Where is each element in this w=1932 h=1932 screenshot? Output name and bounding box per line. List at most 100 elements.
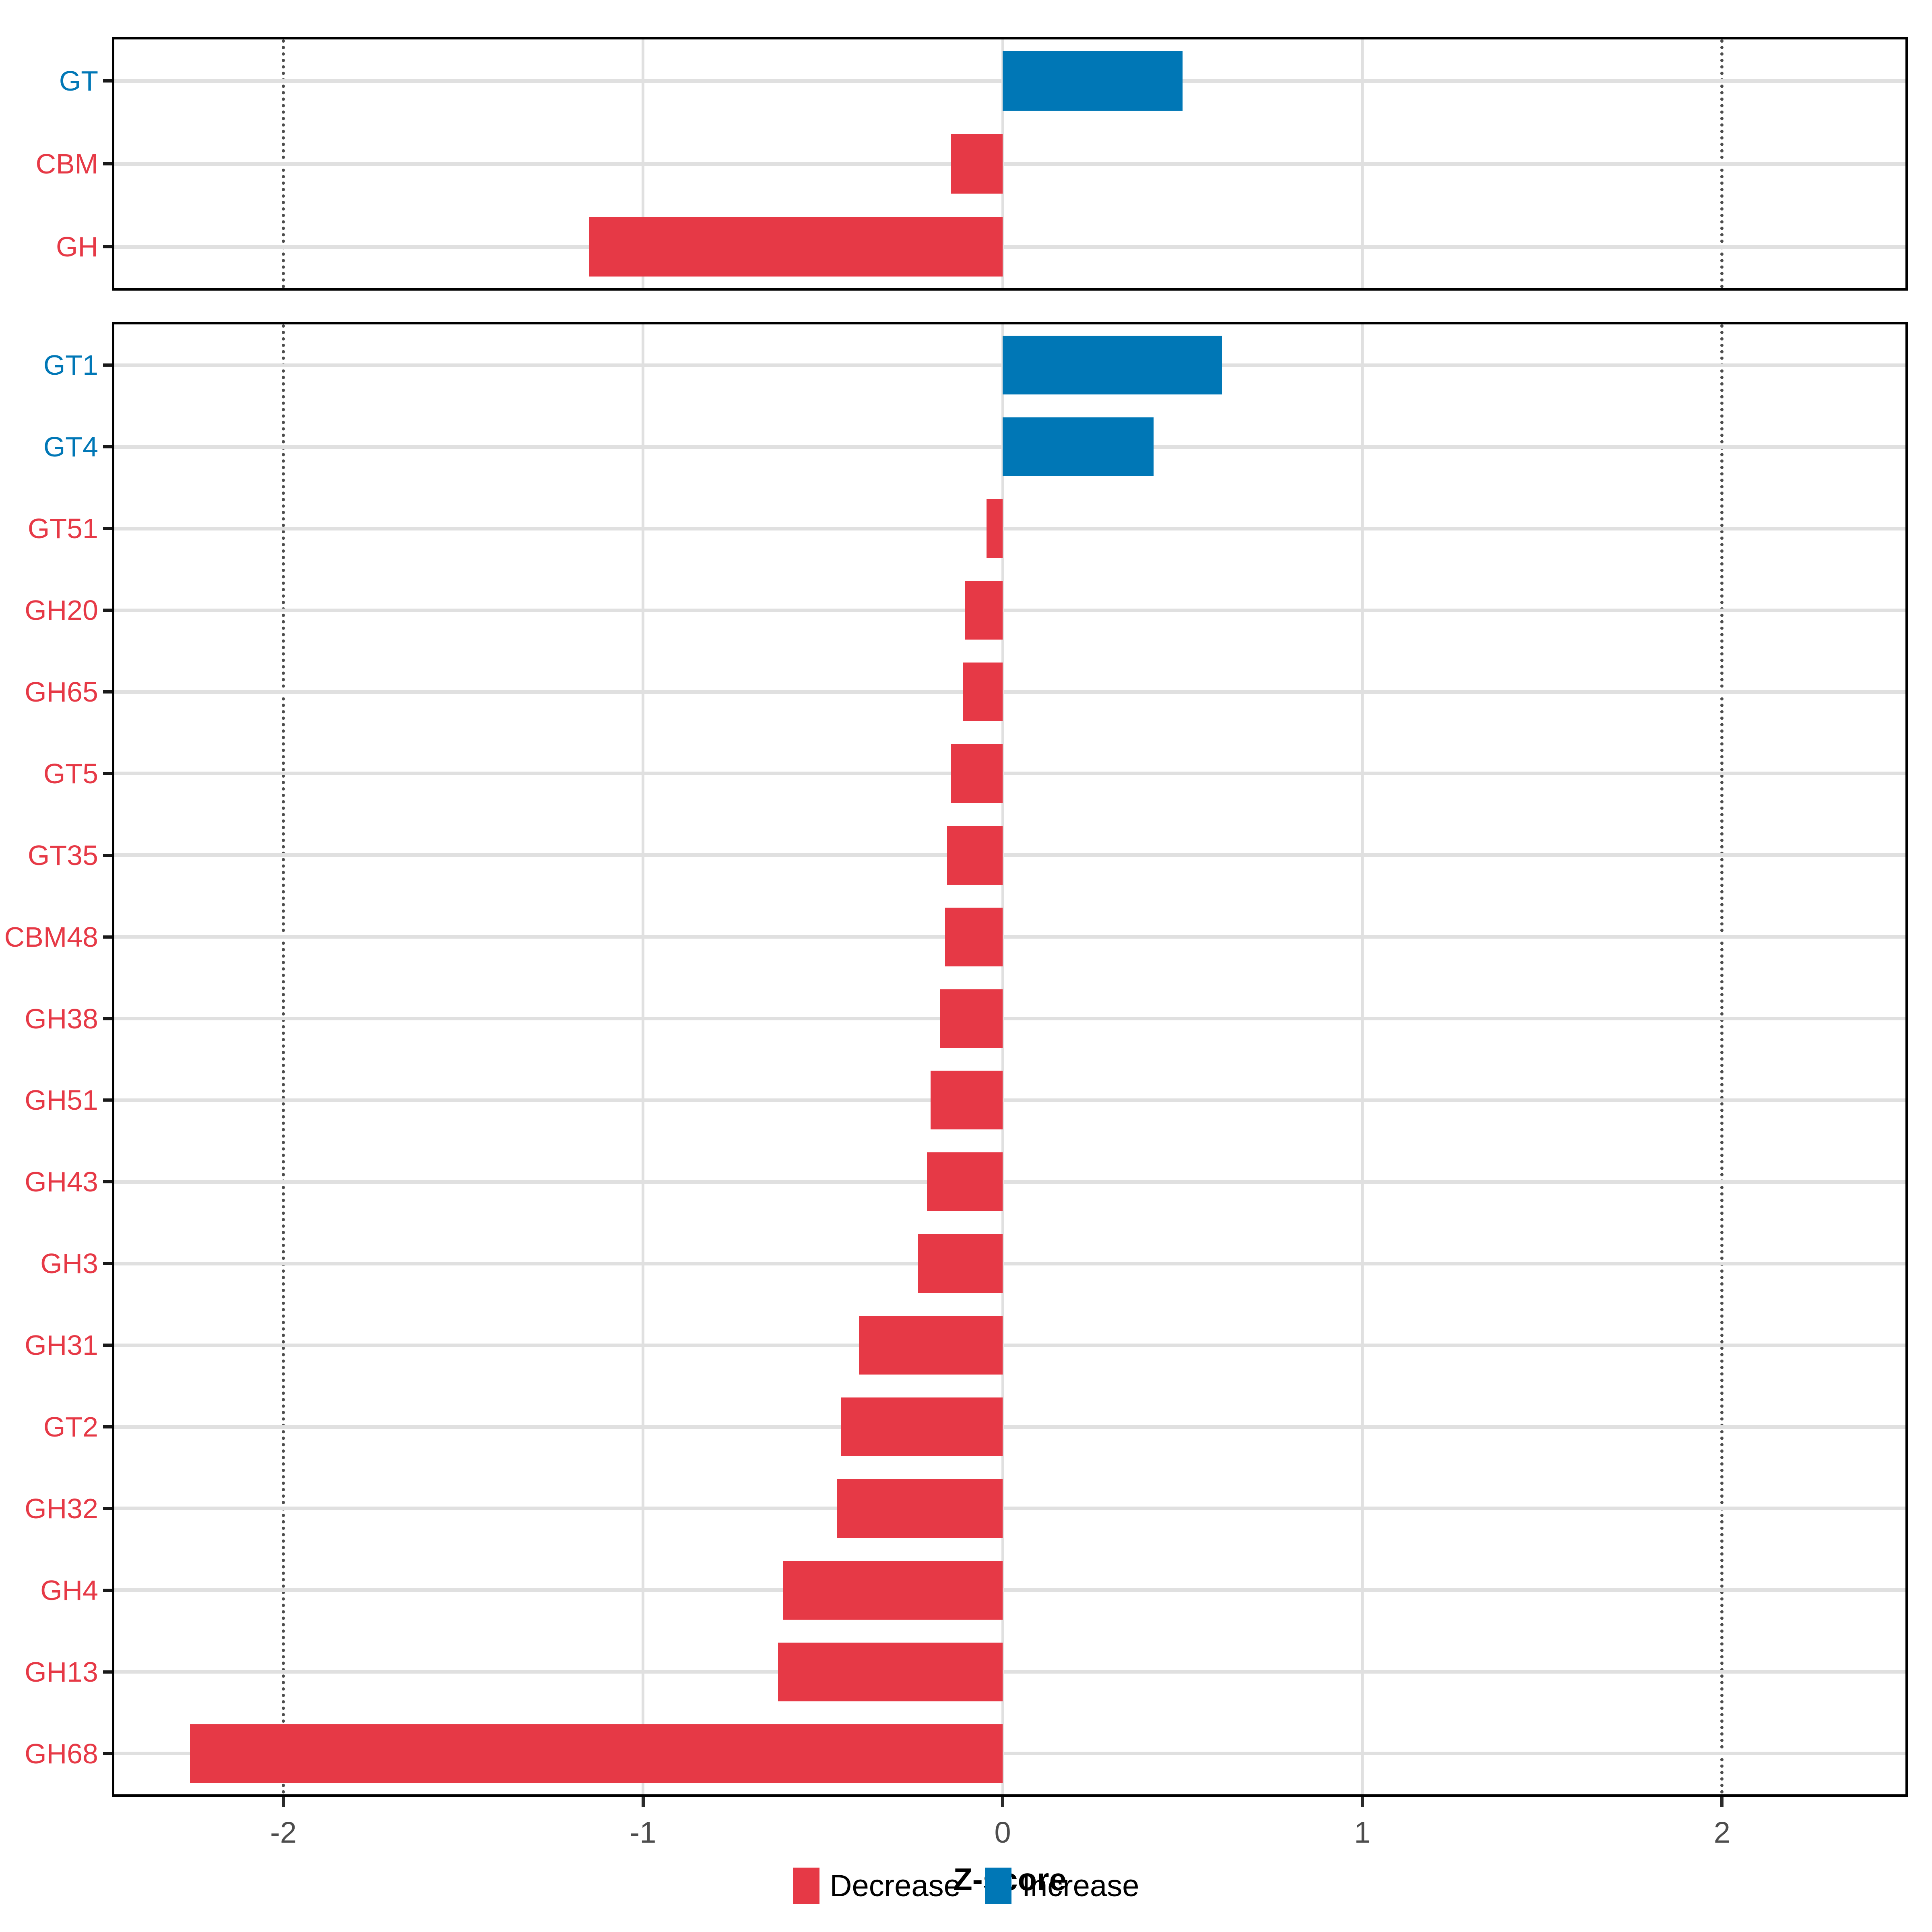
y-tick-GH38 — [103, 1017, 112, 1020]
bar-GT2 — [841, 1397, 1003, 1457]
bar-GH32 — [837, 1479, 1003, 1538]
y-tick-GH43 — [103, 1180, 112, 1184]
bar-GH43 — [927, 1152, 1003, 1212]
y-axis-label-GH68: GH68 — [25, 1738, 98, 1769]
gridline-y-GT5 — [114, 772, 1905, 776]
gridline-y-GH3 — [114, 1261, 1905, 1265]
chart-panel-family-level — [112, 322, 1908, 1797]
gridline-y-CBM — [114, 162, 1905, 166]
y-tick-CBM48 — [103, 935, 112, 939]
y-axis-label-GT5: GT5 — [43, 758, 98, 789]
bar-GH65 — [963, 662, 1003, 722]
legend-label-increase: Increase — [1022, 1868, 1139, 1903]
y-axis-label-GH: GH — [56, 231, 98, 262]
y-tick-GH32 — [103, 1507, 112, 1510]
bar-GH20 — [965, 581, 1003, 640]
x-tick-label--1: -1 — [630, 1816, 656, 1849]
y-tick-GH68 — [103, 1752, 112, 1755]
gridline-y-GT2 — [114, 1425, 1905, 1429]
bar-GT1 — [1003, 336, 1222, 395]
y-axis-label-GH38: GH38 — [25, 1003, 98, 1034]
y-tick-GT1 — [103, 363, 112, 367]
y-axis-label-GH13: GH13 — [25, 1656, 98, 1688]
bar-GH3 — [918, 1234, 1003, 1293]
gridline-x--1 — [642, 324, 645, 1794]
y-axis-label-GH32: GH32 — [25, 1492, 98, 1524]
bar-CBM48 — [945, 907, 1003, 966]
bar-GT4 — [1003, 417, 1154, 477]
gridline-y-GH31 — [114, 1343, 1905, 1347]
chart-legend: Decrease Increase — [0, 1868, 1932, 1904]
y-tick-GH4 — [103, 1588, 112, 1592]
y-axis-label-GT51: GT51 — [27, 513, 98, 545]
x-tick-mark-2 — [1720, 1797, 1724, 1807]
x-tick-label--2: -2 — [270, 1816, 297, 1849]
legend-label-decrease: Decrease — [830, 1868, 961, 1903]
bar-GH13 — [778, 1642, 1003, 1701]
y-axis-label-CBM: CBM — [35, 148, 98, 180]
bar-GH4 — [783, 1560, 1003, 1620]
bar-GH — [589, 217, 1003, 277]
y-tick-GH3 — [103, 1262, 112, 1265]
y-tick-GT35 — [103, 853, 112, 857]
y-axis-label-GH43: GH43 — [25, 1166, 98, 1198]
x-tick-label-1: 1 — [1354, 1816, 1371, 1849]
x-tick-label-0: 0 — [994, 1816, 1011, 1849]
y-tick-GH51 — [103, 1098, 112, 1102]
x-tick-mark-1 — [1360, 1797, 1364, 1807]
gridline-y-GH13 — [114, 1670, 1905, 1674]
y-axis-label-GH31: GH31 — [25, 1329, 98, 1361]
gridline-y-GH4 — [114, 1588, 1905, 1592]
y-axis-label-GT35: GT35 — [27, 839, 98, 871]
y-tick-GT — [103, 79, 112, 83]
gridline-y-CBM48 — [114, 935, 1905, 939]
x-tick-mark--2 — [281, 1797, 285, 1807]
gridline-x-0 — [1001, 324, 1004, 1794]
y-axis-label-GH20: GH20 — [25, 594, 98, 626]
gridline-y-GH51 — [114, 1098, 1905, 1102]
y-axis-label-GT2: GT2 — [43, 1411, 98, 1443]
y-tick-GT4 — [103, 445, 112, 449]
bar-GH38 — [939, 989, 1003, 1048]
y-tick-GH31 — [103, 1344, 112, 1347]
bar-GH31 — [859, 1316, 1003, 1375]
y-axis-label-GT1: GT1 — [43, 349, 98, 381]
gridline-y-GH38 — [114, 1017, 1905, 1021]
bar-GT35 — [947, 826, 1003, 885]
gridline-y-GH20 — [114, 608, 1905, 612]
legend-swatch-increase — [985, 1868, 1011, 1904]
gridline-y-GH68 — [114, 1752, 1905, 1756]
x-tick-label-2: 2 — [1713, 1816, 1730, 1849]
bar-GH68 — [190, 1724, 1003, 1783]
legend-swatch-decrease — [793, 1868, 819, 1904]
bar-GT — [1003, 51, 1183, 111]
y-axis-label-CBM48: CBM48 — [4, 921, 98, 953]
legend-item-increase: Increase — [985, 1868, 1139, 1904]
y-tick-GH — [103, 245, 112, 248]
y-tick-GT5 — [103, 772, 112, 775]
gridline-x-1 — [1361, 324, 1364, 1794]
y-tick-GH20 — [103, 609, 112, 612]
y-tick-CBM — [103, 162, 112, 165]
bar-GH51 — [931, 1071, 1003, 1130]
y-axis-label-GH51: GH51 — [25, 1084, 98, 1116]
y-axis-label-GH65: GH65 — [25, 676, 98, 708]
gridline-y-GH32 — [114, 1507, 1905, 1511]
y-axis-label-GH3: GH3 — [40, 1248, 98, 1280]
x-tick-mark-0 — [1001, 1797, 1005, 1807]
gridline-x--2 — [281, 324, 285, 1794]
plot-area-bottom — [114, 324, 1905, 1794]
chart-panel-class-level — [112, 37, 1908, 291]
bar-CBM — [950, 134, 1003, 194]
gridline-y-GT51 — [114, 526, 1905, 530]
y-tick-GH65 — [103, 690, 112, 694]
y-tick-GH13 — [103, 1670, 112, 1674]
gridline-y-GH43 — [114, 1180, 1905, 1184]
y-axis-label-GH4: GH4 — [40, 1574, 98, 1606]
y-axis-label-GT4: GT4 — [43, 431, 98, 463]
y-tick-GT51 — [103, 527, 112, 530]
gridline-y-GH — [114, 245, 1905, 249]
plot-area-top — [114, 39, 1905, 288]
y-axis-label-GT: GT — [59, 65, 98, 97]
legend-item-decrease: Decrease — [793, 1868, 961, 1904]
